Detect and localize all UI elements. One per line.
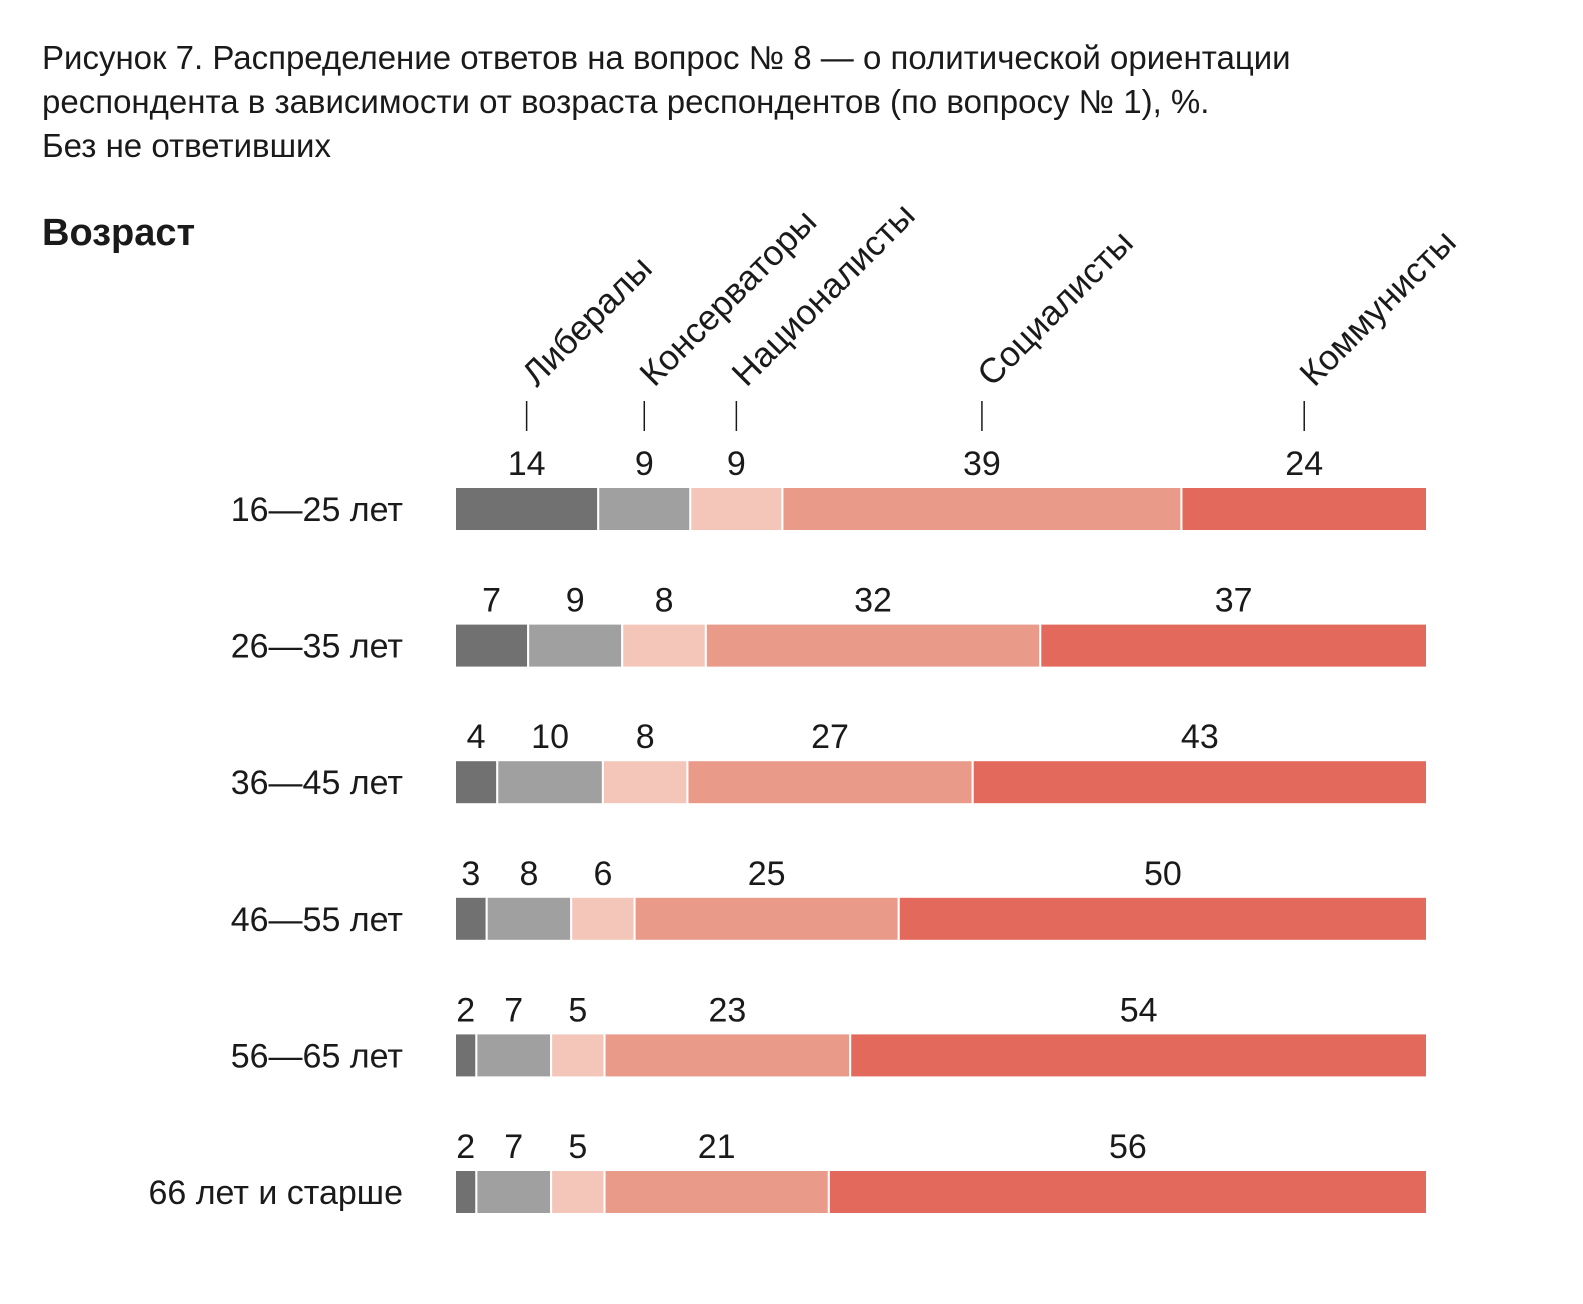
value-label-консерваторы: 7 — [504, 991, 523, 1029]
value-label-националисты: 6 — [593, 855, 612, 893]
value-label-коммунисты: 54 — [1120, 991, 1158, 1029]
row-label: 16—25 лет — [231, 491, 403, 529]
value-label-националисты: 8 — [655, 582, 674, 620]
value-label-консерваторы: 9 — [566, 582, 585, 620]
bar-segment-националисты — [550, 1032, 606, 1079]
value-label-националисты: 9 — [727, 445, 746, 483]
bar-segment-консерваторы — [597, 486, 692, 532]
bar-segment-консерваторы — [496, 759, 604, 806]
chart-title-line-1: Рисунок 7. Распределение ответов на вопр… — [42, 39, 1291, 76]
value-label-социалисты: 27 — [811, 718, 849, 756]
value-label-коммунисты: 43 — [1181, 718, 1219, 756]
bar-segment-социалисты — [781, 486, 1183, 532]
row-label: 36—45 лет — [231, 764, 403, 802]
row-label: 66 лет и старше — [148, 1174, 403, 1212]
bar-segment-либералы — [454, 759, 499, 806]
value-label-социалисты: 32 — [854, 582, 892, 620]
row-header: Возраст — [42, 212, 196, 254]
value-label-консерваторы: 9 — [635, 445, 654, 483]
bar-segment-коммунисты — [849, 1032, 1428, 1079]
bar-segment-либералы — [454, 1169, 478, 1215]
value-label-коммунисты: 50 — [1144, 855, 1182, 893]
bar-segment-социалисты — [603, 1169, 830, 1215]
bar-segment-националисты — [570, 895, 636, 942]
value-label-националисты: 5 — [568, 1128, 587, 1166]
bar-segment-консерваторы — [475, 1032, 553, 1079]
value-label-националисты: 8 — [636, 718, 655, 756]
bar-segment-либералы — [454, 622, 530, 669]
value-label-консерваторы: 8 — [519, 855, 538, 893]
legend-label-коммунисты: Коммунисты — [1292, 222, 1463, 393]
row-label: 26—35 лет — [231, 628, 403, 666]
value-label-консерваторы: 10 — [531, 718, 569, 756]
value-label-социалисты: 21 — [698, 1128, 736, 1166]
bar-segment-коммунисты — [897, 895, 1428, 942]
value-label-консерваторы: 7 — [504, 1128, 523, 1166]
bar-segment-коммунисты — [971, 759, 1429, 806]
value-label-либералы: 2 — [456, 991, 475, 1029]
bar-segment-консерваторы — [475, 1169, 553, 1215]
bar-segment-социалисты — [704, 622, 1042, 669]
legend-label-социалисты: Социалисты — [970, 223, 1141, 394]
value-label-коммунисты: 56 — [1109, 1128, 1147, 1166]
value-label-социалисты: 39 — [963, 445, 1001, 483]
value-label-коммунисты: 24 — [1285, 445, 1323, 483]
value-label-коммунисты: 37 — [1215, 582, 1253, 620]
bar-segment-социалисты — [633, 895, 900, 942]
value-label-либералы: 7 — [482, 582, 501, 620]
chart-title-line-3: Без не ответивших — [42, 127, 331, 164]
chart-title-line-2: респондента в зависимости от возраста ре… — [42, 83, 1210, 120]
bar-segment-националисты — [621, 622, 707, 669]
value-label-либералы: 14 — [508, 445, 546, 483]
bar-segment-консерваторы — [485, 895, 573, 942]
value-label-социалисты: 23 — [708, 991, 746, 1029]
bar-segment-социалисты — [686, 759, 974, 806]
bar-segment-либералы — [454, 1032, 478, 1079]
bar-segment-либералы — [454, 486, 600, 532]
bar-segment-коммунисты — [1039, 622, 1428, 669]
bar-segment-националисты — [601, 759, 689, 806]
value-label-националисты: 5 — [568, 991, 587, 1029]
bar-segment-коммунисты — [1180, 486, 1429, 532]
value-label-либералы: 3 — [461, 855, 480, 893]
bar-segment-либералы — [454, 895, 488, 942]
value-label-либералы: 2 — [456, 1128, 475, 1166]
value-label-либералы: 4 — [467, 718, 486, 756]
bar-segment-коммунисты — [827, 1169, 1428, 1215]
value-label-социалисты: 25 — [748, 855, 786, 893]
bar-segment-консерваторы — [527, 622, 624, 669]
bar-segment-националисты — [689, 486, 784, 532]
chart-title: Рисунок 7. Распределение ответов на вопр… — [42, 36, 1542, 168]
row-label: 56—65 лет — [231, 1037, 403, 1075]
bar-segment-социалисты — [603, 1032, 852, 1079]
bar-segment-националисты — [550, 1169, 606, 1215]
row-label: 46—55 лет — [231, 901, 403, 939]
